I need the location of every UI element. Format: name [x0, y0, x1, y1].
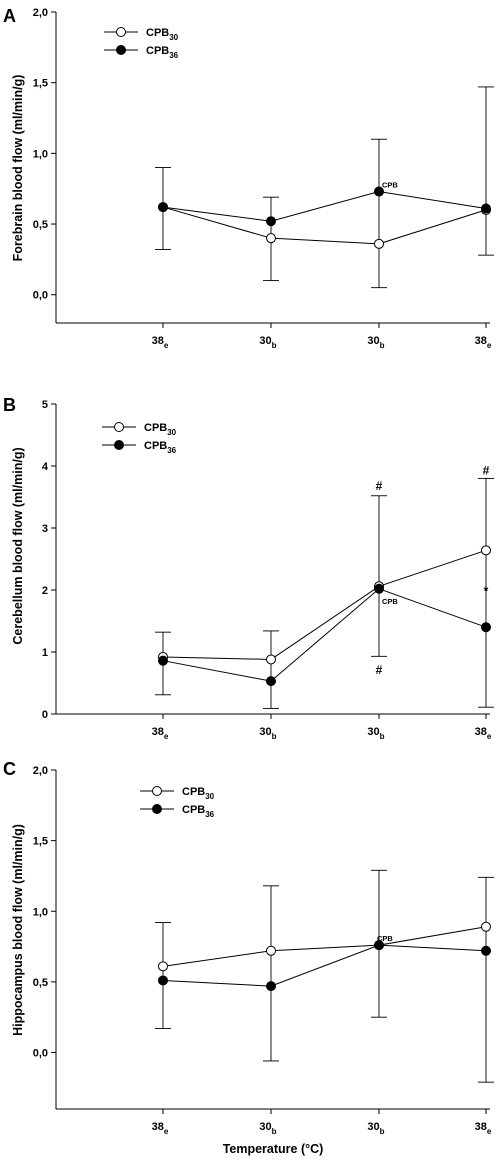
y-tick-label: 1,0	[33, 906, 48, 918]
y-axis-label: Forebrain blood flow (ml/min/g)	[11, 75, 25, 262]
data-point-cpb36	[481, 203, 491, 214]
y-tick-label: 0,0	[33, 290, 48, 302]
data-point-cpb36	[374, 940, 384, 951]
data-point-cpb36	[266, 216, 276, 227]
legend-entry-cpb30: CPB30	[182, 786, 215, 801]
x-tick-label: 30b	[367, 726, 384, 741]
legend-marker	[152, 786, 162, 796]
annotation: CPB	[377, 934, 393, 943]
data-point-cpb36	[374, 186, 384, 197]
y-axis-label: Cerebellum blood flow (ml/min/g)	[11, 447, 25, 644]
panel-letter: B	[3, 395, 16, 415]
series-line-cpb30	[162, 549, 487, 660]
x-tick-label: 30b	[367, 335, 384, 350]
x-tick-label: 38e	[475, 1121, 492, 1136]
legend-marker	[114, 440, 124, 450]
x-tick-label: 30b	[367, 1121, 384, 1136]
x-tick-label: 30b	[259, 1121, 276, 1136]
y-tick-label: 1,5	[33, 836, 48, 848]
legend-entry-cpb30: CPB30	[146, 27, 179, 42]
series-line-cpb36	[162, 588, 487, 682]
y-tick-label: 0	[42, 709, 48, 721]
y-tick-label: 5	[42, 399, 48, 411]
y-tick-label: 0,5	[33, 219, 48, 231]
panel-cerebellum: B Cerebellum blood flow (ml/min/g) 0 1 2 3 4…	[3, 395, 494, 741]
y-tick-label: 4	[42, 461, 49, 473]
legend-marker	[114, 422, 124, 432]
series-line-cpb30	[162, 206, 487, 245]
data-point-cpb36	[158, 202, 168, 213]
panel-letter: C	[3, 759, 16, 779]
x-tick-label: 38e	[475, 726, 492, 741]
y-tick-label: 0,5	[33, 977, 48, 989]
y-tick-label: 2,0	[33, 765, 48, 777]
y-tick-label: 2,0	[33, 7, 48, 19]
legend-entry-cpb36: CPB36	[146, 45, 179, 60]
annotation: CPB	[382, 597, 398, 606]
y-tick-label: 1,5	[33, 78, 48, 90]
data-point-cpb30	[481, 921, 491, 932]
data-point-cpb36	[481, 622, 491, 633]
data-point-cpb36	[481, 945, 491, 956]
series-line-cpb36	[162, 944, 487, 987]
panel-forebrain: A Forebrain blood flow (ml/min/g) 0,0 0,5…	[3, 6, 494, 350]
series-line-cpb36	[162, 191, 487, 222]
annotation: CPB	[382, 180, 398, 189]
y-tick-label: 2	[42, 585, 48, 597]
x-tick-label: 30b	[259, 335, 276, 350]
y-tick-label: 1	[42, 647, 48, 659]
x-tick-label: 38e	[152, 335, 169, 350]
y-tick-label: 1,0	[33, 148, 48, 160]
data-point-cpb30	[266, 233, 276, 244]
data-point-cpb30	[266, 945, 276, 956]
data-point-cpb36	[266, 676, 276, 687]
data-point-cpb30	[374, 238, 384, 249]
annotation: #	[376, 479, 383, 493]
data-point-cpb30	[158, 961, 168, 972]
y-tick-label: 3	[42, 523, 48, 535]
series-line-cpb30	[162, 926, 487, 967]
x-tick-label: 38e	[475, 335, 492, 350]
legend-marker	[116, 27, 126, 37]
data-point-cpb36	[374, 583, 384, 594]
legend-entry-cpb30: CPB30	[144, 422, 177, 437]
x-tick-label: 30b	[259, 726, 276, 741]
annotation: #	[376, 663, 383, 677]
legend-marker	[152, 804, 162, 814]
legend-entry-cpb36: CPB36	[182, 804, 215, 819]
y-axis-label: Hippocampus blood flow (ml/min/g)	[11, 824, 25, 1036]
panel-letter: A	[3, 6, 16, 26]
legend-marker	[116, 45, 126, 55]
data-point-cpb30	[266, 654, 276, 665]
panel-hippocampus: C Hippocampus blood flow (ml/min/g) 0,0 0…	[3, 759, 494, 1136]
data-point-cpb30	[481, 545, 491, 556]
legend-entry-cpb36: CPB36	[144, 440, 177, 455]
data-point-cpb36	[158, 655, 168, 666]
data-point-cpb36	[266, 981, 276, 992]
annotation: #	[483, 463, 490, 477]
y-tick-label: 0,0	[33, 1048, 48, 1060]
annotation: *	[484, 584, 489, 598]
data-point-cpb36	[158, 975, 168, 986]
x-tick-label: 38e	[152, 1121, 169, 1136]
x-axis-label: Temperature (°C)	[223, 1142, 324, 1156]
x-tick-label: 38e	[152, 726, 169, 741]
